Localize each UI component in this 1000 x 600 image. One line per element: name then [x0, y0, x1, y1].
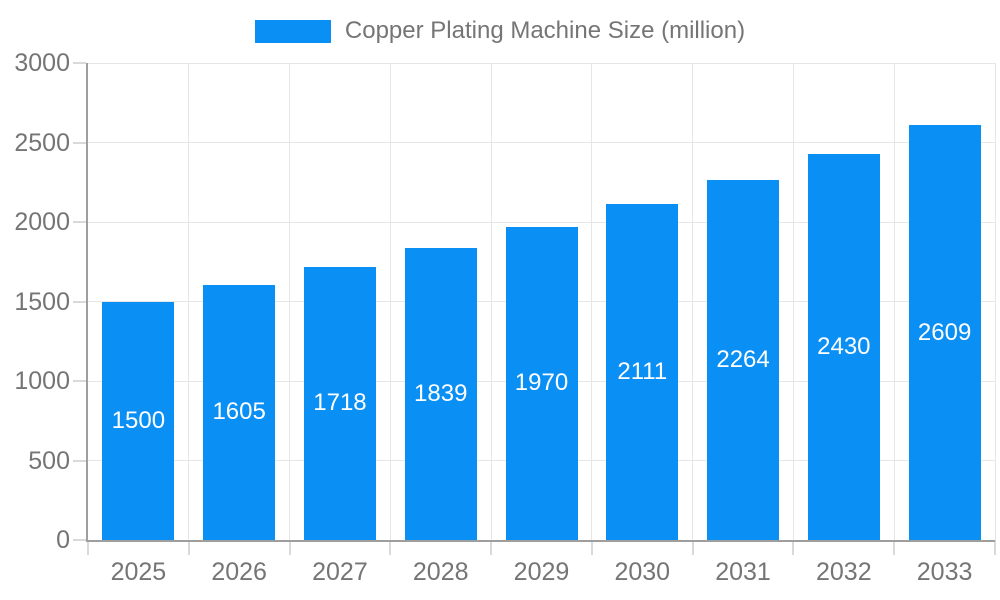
v-gridline [389, 63, 391, 540]
y-tick [73, 300, 86, 303]
x-axis-label: 2032 [816, 558, 872, 586]
v-gridline [692, 63, 694, 540]
y-axis-label: 1500 [14, 287, 70, 316]
h-gridline [88, 142, 995, 143]
bar[interactable]: 2609 [908, 125, 981, 540]
bar[interactable]: 2430 [807, 153, 880, 540]
legend-swatch [254, 19, 331, 43]
x-tick [691, 540, 694, 555]
bar[interactable]: 2264 [707, 180, 780, 540]
bar[interactable]: 1605 [203, 284, 276, 540]
x-tick [288, 540, 291, 555]
bar-value-label: 1605 [212, 398, 266, 426]
bar-value-label: 2111 [617, 358, 668, 386]
x-tick [994, 540, 996, 555]
bar[interactable]: 1970 [505, 226, 578, 540]
y-tick [73, 62, 86, 64]
y-axis-line [86, 63, 88, 542]
bar-value-label: 1500 [111, 406, 166, 434]
h-gridline [88, 62, 995, 64]
v-gridline [792, 63, 794, 540]
y-axis-label: 500 [28, 446, 70, 475]
x-axis-label: 2028 [412, 558, 469, 586]
v-gridline [188, 63, 190, 540]
y-axis-label: 2500 [14, 128, 70, 157]
bar-value-label: 2609 [917, 318, 972, 346]
y-axis-label: 2000 [14, 208, 70, 236]
x-axis-label: 2025 [110, 558, 167, 586]
x-tick [590, 540, 593, 555]
v-gridline [289, 63, 291, 540]
y-tick [73, 380, 86, 382]
x-axis-label: 2029 [513, 558, 570, 586]
x-tick [187, 540, 190, 555]
bar[interactable]: 1718 [303, 266, 376, 540]
v-gridline [591, 63, 593, 540]
y-tick [73, 141, 86, 144]
bar-value-label: 2264 [716, 346, 770, 373]
y-axis-label: 0 [56, 526, 70, 554]
x-tick [87, 540, 89, 555]
bar-value-label: 1970 [514, 369, 569, 397]
x-tick [893, 540, 896, 555]
y-tick [73, 221, 86, 223]
bar[interactable]: 1839 [404, 247, 477, 540]
v-gridline [994, 63, 996, 540]
v-gridline [490, 63, 492, 540]
bar-value-label: 2430 [817, 332, 871, 360]
x-axis-label: 2033 [916, 558, 973, 586]
y-tick [73, 459, 86, 462]
legend-label: Copper Plating Machine Size (million) [344, 17, 746, 44]
legend-item[interactable]: Copper Plating Machine Size (million) [0, 16, 1000, 46]
x-tick [389, 540, 392, 555]
bar-value-label: 1839 [414, 379, 468, 407]
bar[interactable]: 1500 [102, 301, 175, 540]
y-tick [73, 539, 86, 541]
bar-value-label: 1718 [313, 389, 367, 417]
x-axis-label: 2031 [715, 558, 771, 586]
x-axis-label: 2030 [614, 558, 671, 586]
x-axis-line [86, 540, 995, 542]
bar[interactable]: 2111 [606, 204, 679, 540]
x-tick [792, 540, 795, 555]
y-axis-label: 3000 [14, 49, 70, 77]
x-axis-label: 2027 [312, 558, 368, 586]
v-gridline [893, 63, 895, 540]
h-gridline [88, 221, 995, 223]
x-axis-label: 2026 [211, 558, 267, 586]
x-tick [490, 540, 493, 555]
y-axis-label: 1000 [14, 367, 70, 395]
